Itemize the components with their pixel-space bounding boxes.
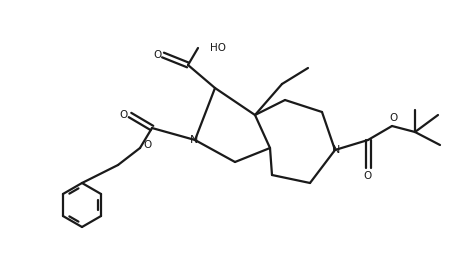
Text: O: O — [143, 140, 151, 150]
Text: HO: HO — [210, 43, 226, 53]
Text: O: O — [119, 110, 127, 120]
Text: N: N — [190, 135, 198, 145]
Text: O: O — [390, 113, 398, 123]
Text: O: O — [364, 171, 372, 181]
Text: N: N — [332, 145, 340, 155]
Text: O: O — [153, 50, 161, 60]
